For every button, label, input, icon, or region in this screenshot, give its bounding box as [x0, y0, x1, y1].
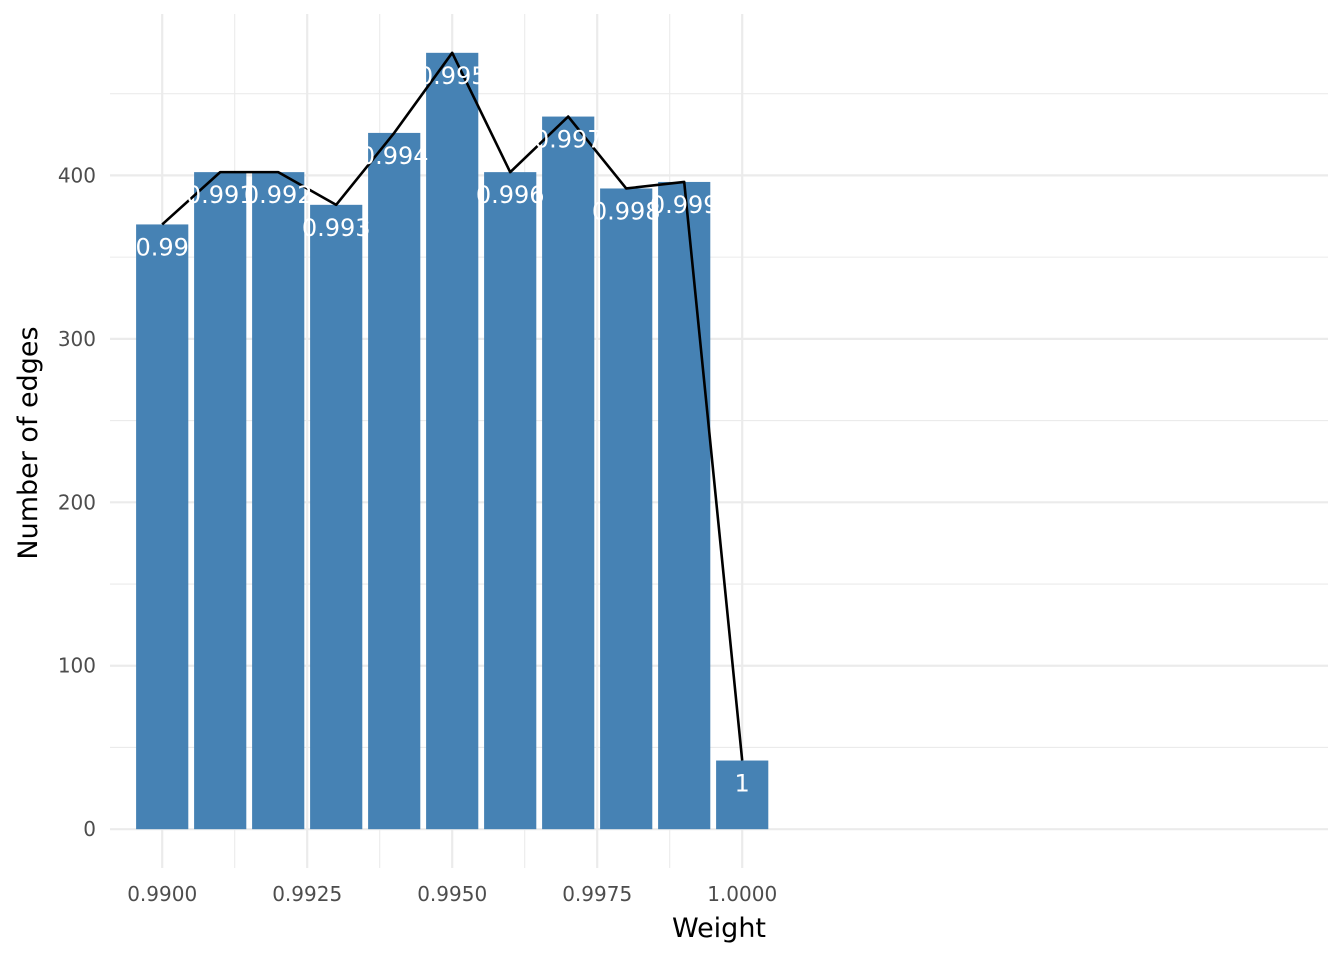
bar-label-1: 1: [735, 770, 750, 798]
count-line: [161, 51, 744, 761]
y-tick-label: 200: [58, 490, 96, 514]
x-axis-title: Weight: [672, 913, 766, 944]
bar-label-0.996: 0.996: [476, 181, 545, 209]
x-tick-label: 0.9900: [127, 882, 197, 906]
bar-0.993: [310, 204, 363, 830]
x-tick-label: 0.9950: [417, 882, 487, 906]
bar-0.992: [252, 172, 305, 830]
y-tick-label: 100: [58, 654, 96, 678]
bar-1: [716, 760, 769, 830]
bar-label-0.991: 0.991: [186, 181, 255, 209]
bar-0.999: [658, 181, 711, 830]
y-axis-title: Number of edges: [13, 326, 44, 559]
x-tick-label: 0.9975: [562, 882, 632, 906]
bar-0.991: [194, 172, 247, 830]
bar-label-0.993: 0.993: [302, 214, 371, 242]
bar-label-0.997: 0.997: [534, 126, 603, 154]
bar-0.997: [542, 116, 595, 830]
line-overlay: [161, 51, 744, 761]
bar-label-0.999: 0.999: [650, 191, 719, 219]
x-axis-ticks: 0.9900 0.9925 0.9950 0.9975 1.0000: [127, 882, 777, 906]
y-tick-label: 400: [58, 163, 96, 187]
bar-label-0.994: 0.994: [360, 142, 429, 170]
bar-0.99: [136, 224, 189, 830]
y-axis-ticks: 0 100 200 300 400: [58, 163, 96, 841]
bar-label-0.995: 0.995: [418, 62, 487, 90]
y-tick-label: 300: [58, 327, 96, 351]
bar-0.998: [600, 188, 653, 830]
bars: [136, 52, 769, 830]
bar-label-0.992: 0.992: [244, 181, 313, 209]
x-tick-label: 1.0000: [707, 882, 777, 906]
bar-0.994: [368, 132, 421, 830]
bar-label-0.99: 0.99: [135, 233, 188, 261]
bar-0.995: [426, 52, 479, 830]
bar-label-0.998: 0.998: [592, 197, 661, 225]
y-tick-label: 0: [83, 817, 96, 841]
bar-0.996: [484, 172, 537, 830]
x-tick-label: 0.9925: [272, 882, 342, 906]
